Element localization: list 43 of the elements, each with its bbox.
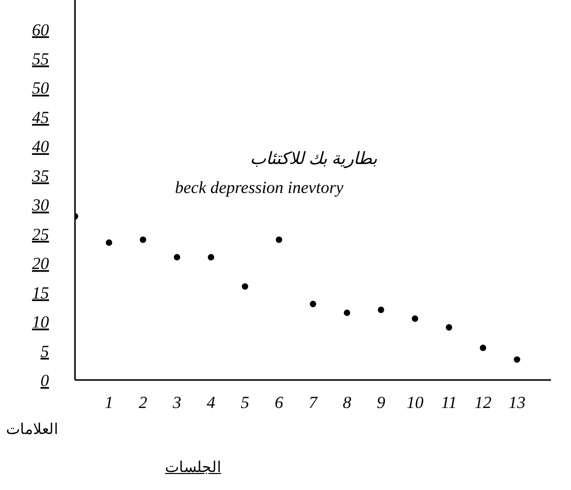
x-tick-label: 3 <box>172 393 182 412</box>
y-tick-label: 30 <box>31 196 50 215</box>
x-tick-label: 10 <box>406 393 424 412</box>
point <box>344 310 350 316</box>
y-tick-label: 35 <box>31 166 49 186</box>
y-tick-label: 45 <box>32 108 49 127</box>
point <box>378 306 384 314</box>
x-tick-label: 6 <box>274 393 284 412</box>
x-tick-label: 11 <box>441 393 457 412</box>
point <box>310 300 316 308</box>
x-tick-label: 13 <box>508 393 526 412</box>
point <box>174 254 180 260</box>
text: بطارية بك للاكتئاب <box>250 148 378 169</box>
y-tick-label: 10 <box>32 312 50 332</box>
y-tick-label: 50 <box>32 78 50 98</box>
x-tick-label: 9 <box>376 393 386 412</box>
point <box>446 324 452 331</box>
point <box>208 254 214 260</box>
point <box>140 236 146 243</box>
y-tick-label: 60 <box>32 20 50 40</box>
y-axis-title: العلامات <box>6 421 58 439</box>
point <box>276 236 282 243</box>
point <box>242 283 248 290</box>
x-tick-label: 12 <box>474 393 492 412</box>
x-tick-label: 4 <box>206 393 216 412</box>
y-tick-label: 5 <box>40 342 49 361</box>
x-tick-label: 5 <box>240 393 250 412</box>
y-tick-label: 0 <box>40 371 50 390</box>
point <box>514 356 520 363</box>
x-tick-label: 1 <box>104 393 114 412</box>
point <box>480 344 486 352</box>
y-tick-label: 40 <box>32 137 50 156</box>
point <box>106 239 112 246</box>
x-tick-label: 8 <box>342 393 352 412</box>
x-tick-label: 7 <box>308 393 319 412</box>
y-tick-label: 20 <box>32 254 50 274</box>
text: beck depression inevtory <box>175 178 344 198</box>
x-axis-title: الجلسات <box>165 459 221 477</box>
x-tick-label: 2 <box>138 393 148 412</box>
y-tick-label: 15 <box>32 283 49 302</box>
y-tick-label: 55 <box>32 49 49 68</box>
y-tick-label: 25 <box>32 224 49 244</box>
point <box>412 315 418 322</box>
